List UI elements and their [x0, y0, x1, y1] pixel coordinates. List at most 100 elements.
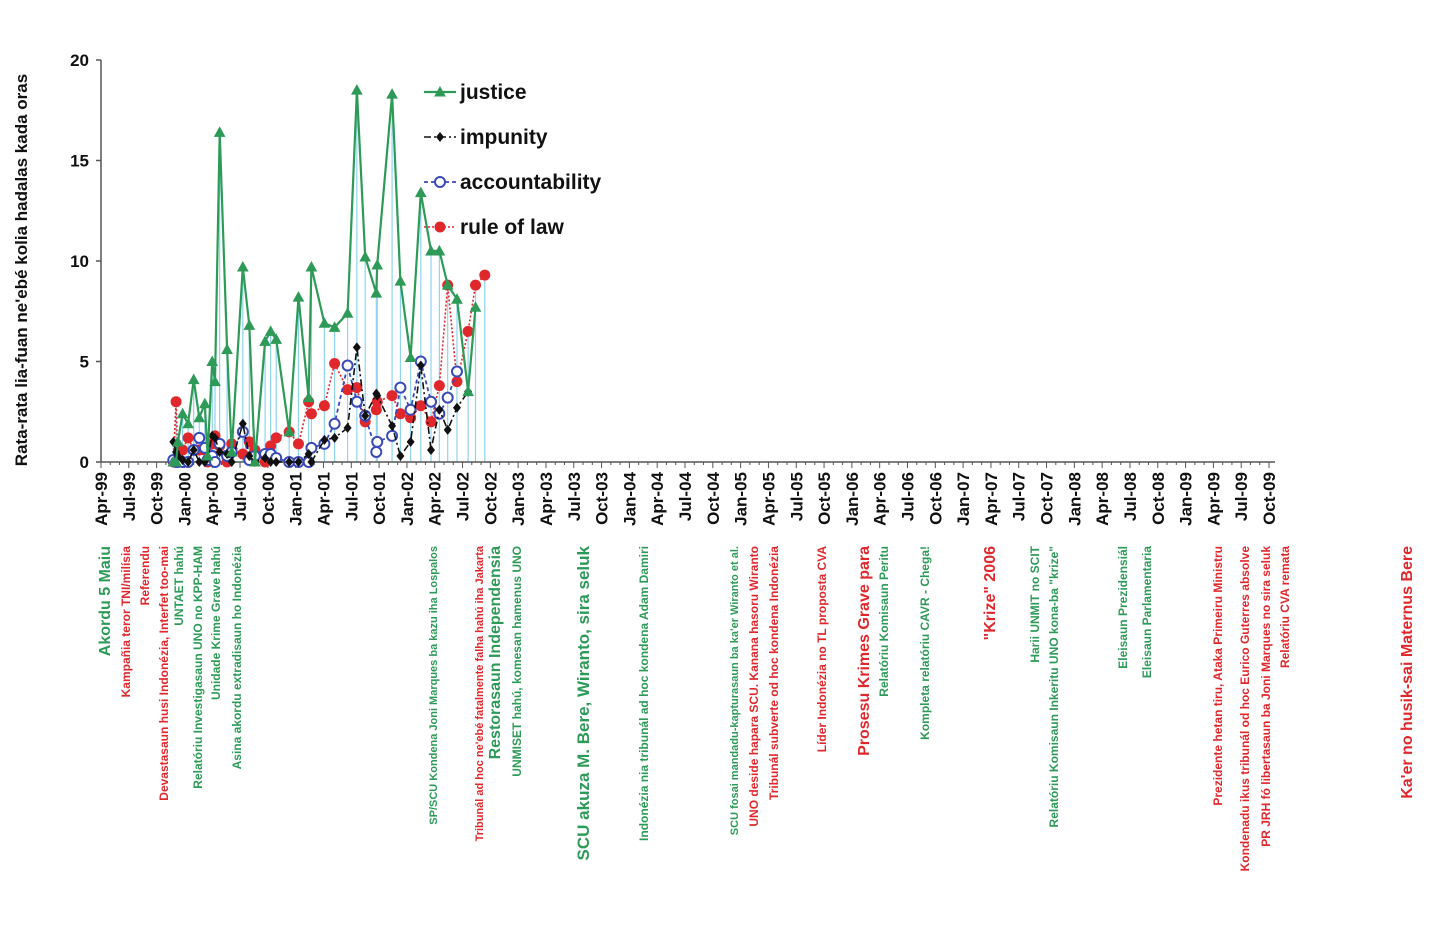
point-justice [404, 351, 417, 362]
event-label: Relatóriu Investigasaun UNO no KPP-HAM [191, 546, 205, 789]
data-series [167, 84, 491, 468]
event-label: Eleisaun Parlamentaria [1140, 546, 1154, 678]
legend-label-impunity: impunity [460, 126, 548, 149]
point-rule-of-law [394, 408, 406, 420]
x-tick-label: Oct-09 [1260, 472, 1279, 525]
x-tick-label: Jan-00 [175, 472, 194, 526]
x-tick-label: Apr-05 [759, 472, 778, 526]
point-justice [425, 244, 437, 256]
point-rule-of-law [451, 376, 463, 388]
event-label: Restorasaun Independensia [487, 546, 504, 759]
point-impunity [266, 457, 275, 467]
x-tick-label: Oct-07 [1038, 472, 1057, 525]
point-justice [371, 258, 384, 270]
point-accountability [394, 381, 407, 394]
point-justice [206, 355, 219, 366]
point-impunity [427, 444, 436, 455]
point-accountability [441, 391, 454, 404]
event-label: Prezidente hetan tiru, Ataka Primeiru Mi… [1211, 546, 1225, 806]
x-tick-label: Oct-03 [593, 472, 612, 525]
point-rule-of-law [318, 400, 330, 412]
point-rule-of-law [425, 416, 437, 428]
point-justice [283, 425, 296, 437]
point-rule-of-law [177, 444, 189, 456]
x-tick-label: Jul-05 [787, 472, 806, 521]
x-tick-label: Jul-99 [120, 472, 139, 521]
x-tick-labels: Apr-99 Jul-99 Oct-99 Jan-00 Apr-00 Jul-00 Oct-… [92, 471, 1279, 525]
x-tick-label: Apr-06 [871, 472, 890, 526]
point-rule-of-law [270, 432, 282, 444]
y-tick-labels: 0 5 10 15 20 [70, 51, 89, 472]
event-label: Indonézia nia tribunál ad hoc kondena Ad… [637, 546, 651, 841]
point-rule-of-law [182, 432, 194, 444]
point-justice [451, 293, 463, 304]
point-accountability [371, 435, 384, 448]
x-tick-label: Jul-04 [676, 471, 695, 521]
point-impunity [443, 424, 452, 435]
event-label: Prosesu Krimes Grave para [856, 546, 873, 756]
event-label: Asina akordu extradisaun ho Indonézia [230, 546, 244, 770]
legend-label-rule-of-law: rule of law [460, 216, 565, 239]
event-label: PR JRH fó libertasaun ba Joni Marques no… [1259, 546, 1273, 847]
point-impunity [215, 446, 224, 457]
x-tick-label: Jan-06 [843, 472, 862, 526]
x-tick-label: Jul-03 [565, 472, 584, 521]
x-tick-label: Oct-99 [148, 472, 167, 525]
point-justice [201, 449, 214, 461]
point-rule-of-law [386, 390, 398, 402]
point-justice [172, 435, 184, 447]
point-justice [359, 250, 372, 262]
point-rule-of-law [370, 404, 382, 416]
point-impunity [272, 457, 281, 467]
x-tick-label: Oct-06 [926, 472, 945, 525]
point-justice [328, 321, 341, 332]
point-justice [213, 126, 226, 137]
x-tick-label: Jan-05 [732, 472, 751, 526]
x-tick-label: Jul-08 [1121, 472, 1140, 521]
event-label: Referendu [138, 546, 152, 605]
point-impunity [396, 450, 405, 461]
point-impunity [352, 342, 361, 353]
event-label: Relatóriu CVA remata [1278, 546, 1292, 668]
event-label: Unidade Krime Grave hahú [209, 546, 223, 700]
point-justice [305, 261, 318, 272]
y-tick-label: 5 [80, 353, 89, 372]
point-justice [170, 455, 182, 467]
point-rule-of-law [342, 384, 354, 396]
event-label: Kampañia teror TNI/milísia [119, 546, 133, 698]
point-justice [264, 325, 277, 336]
point-justice [193, 411, 206, 423]
point-justice [209, 375, 221, 387]
point-rule-of-law [479, 269, 491, 281]
point-impunity [304, 448, 313, 459]
x-tick-label: Oct-02 [481, 472, 500, 525]
event-label: Harii UNMIT no SCIT [1028, 545, 1042, 662]
event-label: Tribunál subverte od hoc kondena Indonéz… [767, 546, 781, 800]
event-label: Líder Indonézia no TL proposta CVA [815, 546, 829, 753]
point-accountability [425, 395, 438, 408]
point-impunity [373, 390, 382, 401]
point-justice [249, 455, 261, 467]
point-impunity [361, 410, 370, 421]
point-justice [270, 333, 283, 344]
legend-label-justice: justice [459, 81, 527, 104]
point-impunity [294, 457, 303, 467]
point-justice [182, 417, 194, 429]
point-impunity [435, 404, 444, 415]
event-label: SP/SCU Kondena Joni Marques ba kazu iha … [428, 546, 440, 825]
point-impunity [406, 436, 415, 447]
point-justice [259, 335, 271, 346]
x-tick-label: Apr-08 [1093, 472, 1112, 526]
x-tick-label: Apr-09 [1204, 472, 1223, 526]
point-impunity [184, 457, 193, 467]
point-justice [414, 186, 427, 198]
x-tick-label: Jan-09 [1177, 472, 1196, 526]
event-label: Akordu 5 Maiu [97, 546, 114, 656]
point-impunity [195, 457, 204, 467]
event-label: "Krize" 2006 [982, 546, 999, 640]
point-justice [292, 291, 305, 302]
point-accountability [350, 395, 363, 408]
x-tick-label: Apr-04 [648, 471, 667, 525]
legend-label-accountability: accountability [460, 171, 602, 194]
